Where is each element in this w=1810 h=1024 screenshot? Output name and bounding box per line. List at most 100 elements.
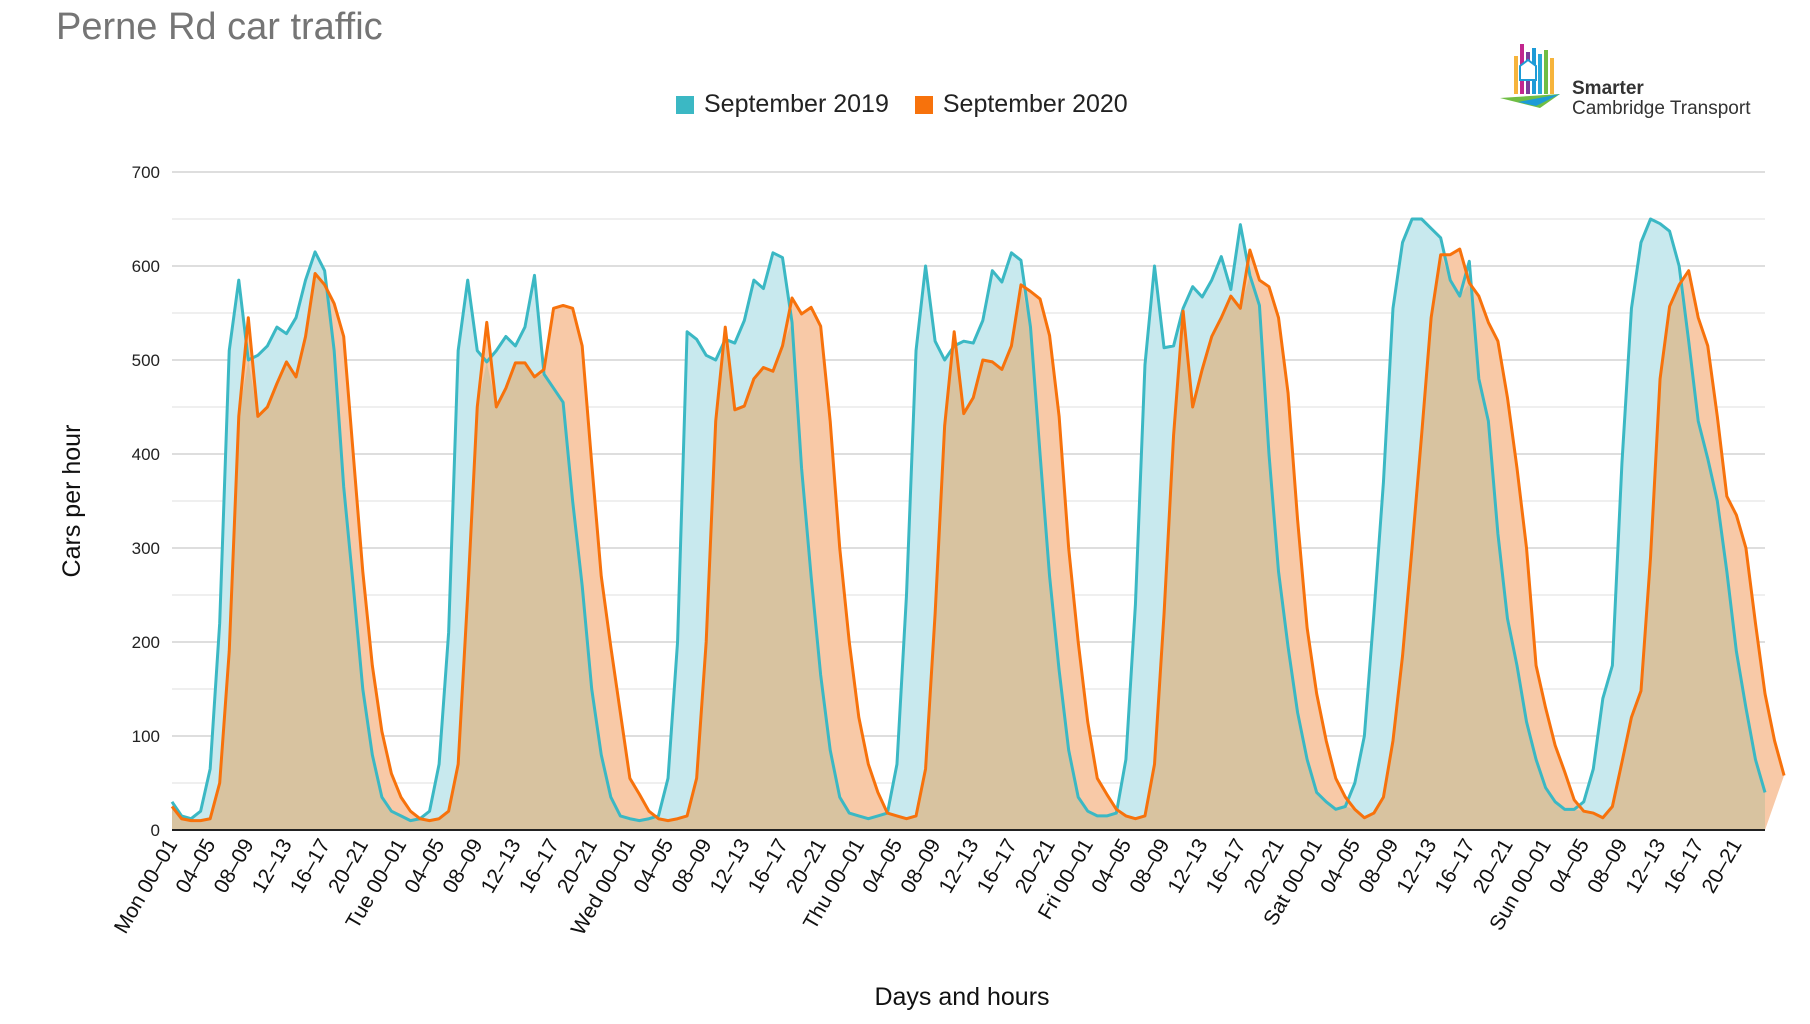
data-point <box>877 815 879 817</box>
data-point <box>953 345 955 347</box>
data-point <box>915 815 917 817</box>
data-point <box>1315 791 1317 793</box>
data-point <box>743 405 745 407</box>
y-tick-label: 100 <box>132 727 160 746</box>
data-point <box>1745 707 1747 709</box>
data-point <box>1010 252 1012 254</box>
data-point <box>896 815 898 817</box>
data-point <box>371 664 373 666</box>
data-point <box>352 584 354 586</box>
data-point <box>1583 810 1585 812</box>
data-point <box>505 335 507 337</box>
data-point <box>1459 248 1461 250</box>
data-point <box>1077 796 1079 798</box>
data-point <box>1649 556 1651 558</box>
legend-item-2020[interactable]: September 2020 <box>914 90 1128 119</box>
data-point <box>1621 761 1623 763</box>
data-point <box>409 819 411 821</box>
data-point <box>199 819 201 821</box>
data-point <box>552 307 554 309</box>
data-point <box>686 331 688 333</box>
data-point <box>304 279 306 281</box>
data-point <box>1754 622 1756 624</box>
data-point <box>581 345 583 347</box>
data-point <box>1087 721 1089 723</box>
data-point <box>238 415 240 417</box>
data-point <box>533 274 535 276</box>
data-point <box>1678 284 1680 286</box>
data-point <box>1287 392 1289 394</box>
data-point <box>953 331 955 333</box>
data-point <box>1296 711 1298 713</box>
data-point <box>1096 777 1098 779</box>
data-point <box>705 354 707 356</box>
y-tick-label: 500 <box>132 351 160 370</box>
data-point <box>1735 514 1737 516</box>
data-point <box>1516 467 1518 469</box>
data-point <box>400 815 402 817</box>
data-point <box>1134 818 1136 820</box>
data-point <box>209 768 211 770</box>
data-point <box>1306 627 1308 629</box>
data-point <box>657 818 659 820</box>
data-point <box>695 777 697 779</box>
data-point <box>1258 304 1260 306</box>
data-point <box>1783 774 1785 776</box>
data-point <box>934 340 936 342</box>
data-point <box>419 818 421 820</box>
data-point <box>1478 295 1480 297</box>
data-point <box>390 810 392 812</box>
data-point <box>1602 697 1604 699</box>
data-point <box>1115 812 1117 814</box>
area-overlap <box>172 254 1765 831</box>
data-point <box>905 818 907 820</box>
data-point <box>495 406 497 408</box>
data-point <box>1268 453 1270 455</box>
legend-item-2019[interactable]: September 2019 <box>676 90 889 119</box>
data-point <box>171 801 173 803</box>
data-point <box>1382 796 1384 798</box>
y-axis-title: Cars per hour <box>58 425 86 578</box>
data-point <box>629 818 631 820</box>
data-point <box>1420 218 1422 220</box>
data-point <box>629 777 631 779</box>
data-point <box>1106 815 1108 817</box>
data-point <box>1611 664 1613 666</box>
data-point <box>1048 575 1050 577</box>
data-point <box>1191 406 1193 408</box>
data-point <box>1640 690 1642 692</box>
y-tick-label: 200 <box>132 633 160 652</box>
data-point <box>1506 396 1508 398</box>
data-point <box>648 818 650 820</box>
data-point <box>1668 305 1670 307</box>
data-point <box>610 646 612 648</box>
data-point <box>1058 669 1060 671</box>
data-point <box>1630 307 1632 309</box>
data-point <box>600 575 602 577</box>
data-point <box>1373 812 1375 814</box>
data-point <box>1535 758 1537 760</box>
data-point <box>1172 434 1174 436</box>
data-point <box>1335 777 1337 779</box>
data-point <box>1525 547 1527 549</box>
data-point <box>1592 812 1594 814</box>
data-point <box>667 819 669 821</box>
data-point <box>295 317 297 319</box>
data-point <box>1430 317 1432 319</box>
data-point <box>1373 613 1375 615</box>
data-point <box>1439 237 1441 239</box>
data-point <box>724 338 726 340</box>
legend: September 2019 September 2020 <box>676 90 1128 119</box>
data-point <box>1726 570 1728 572</box>
data-point <box>543 368 545 370</box>
data-point <box>1544 707 1546 709</box>
logo-emblem <box>1500 44 1560 108</box>
data-point <box>257 354 259 356</box>
data-point <box>1096 815 1098 817</box>
data-point <box>819 325 821 327</box>
data-point <box>285 361 287 363</box>
data-point <box>276 382 278 384</box>
data-point <box>1010 345 1012 347</box>
data-point <box>304 335 306 337</box>
